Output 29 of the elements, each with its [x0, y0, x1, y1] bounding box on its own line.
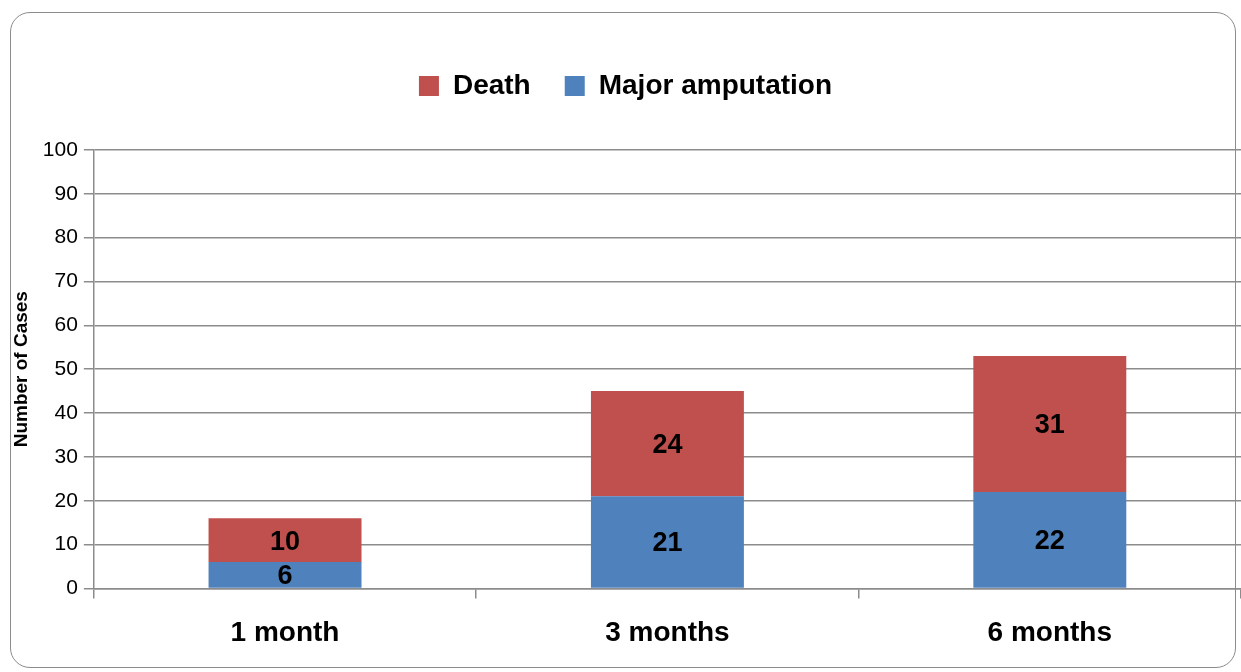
x-tick-label: 3 months: [605, 615, 730, 647]
y-tick-label: 90: [54, 180, 78, 204]
data-label: 10: [270, 525, 301, 556]
data-label: 31: [1034, 409, 1065, 440]
y-tick-label: 60: [54, 312, 78, 336]
y-axis-title: Number of Cases: [9, 291, 31, 448]
bar: [973, 356, 1127, 492]
y-tick-label: 50: [54, 356, 78, 379]
y-tick-label: 80: [54, 224, 78, 248]
bar: [208, 518, 362, 563]
y-tick-label: 40: [54, 399, 78, 423]
legend-label: Death: [452, 68, 531, 100]
bar: [590, 496, 744, 588]
data-label: 22: [1034, 525, 1065, 556]
bar: [973, 491, 1127, 588]
legend-label: Major amputation: [598, 68, 833, 100]
data-label: 21: [652, 527, 683, 558]
y-tick-label: 30: [54, 443, 78, 467]
x-tick-label: 1 month: [230, 615, 340, 647]
bar: [590, 391, 744, 497]
data-label: 24: [652, 429, 683, 460]
x-tick-label: 6 months: [987, 615, 1113, 647]
bar: [208, 562, 362, 588]
data-label: 6: [277, 560, 293, 591]
y-tick-label: 0: [66, 575, 78, 599]
y-tick-label: 100: [42, 136, 78, 160]
y-tick-label: 20: [54, 487, 78, 511]
y-tick-label: 70: [54, 268, 78, 292]
y-tick-label: 10: [54, 531, 78, 555]
